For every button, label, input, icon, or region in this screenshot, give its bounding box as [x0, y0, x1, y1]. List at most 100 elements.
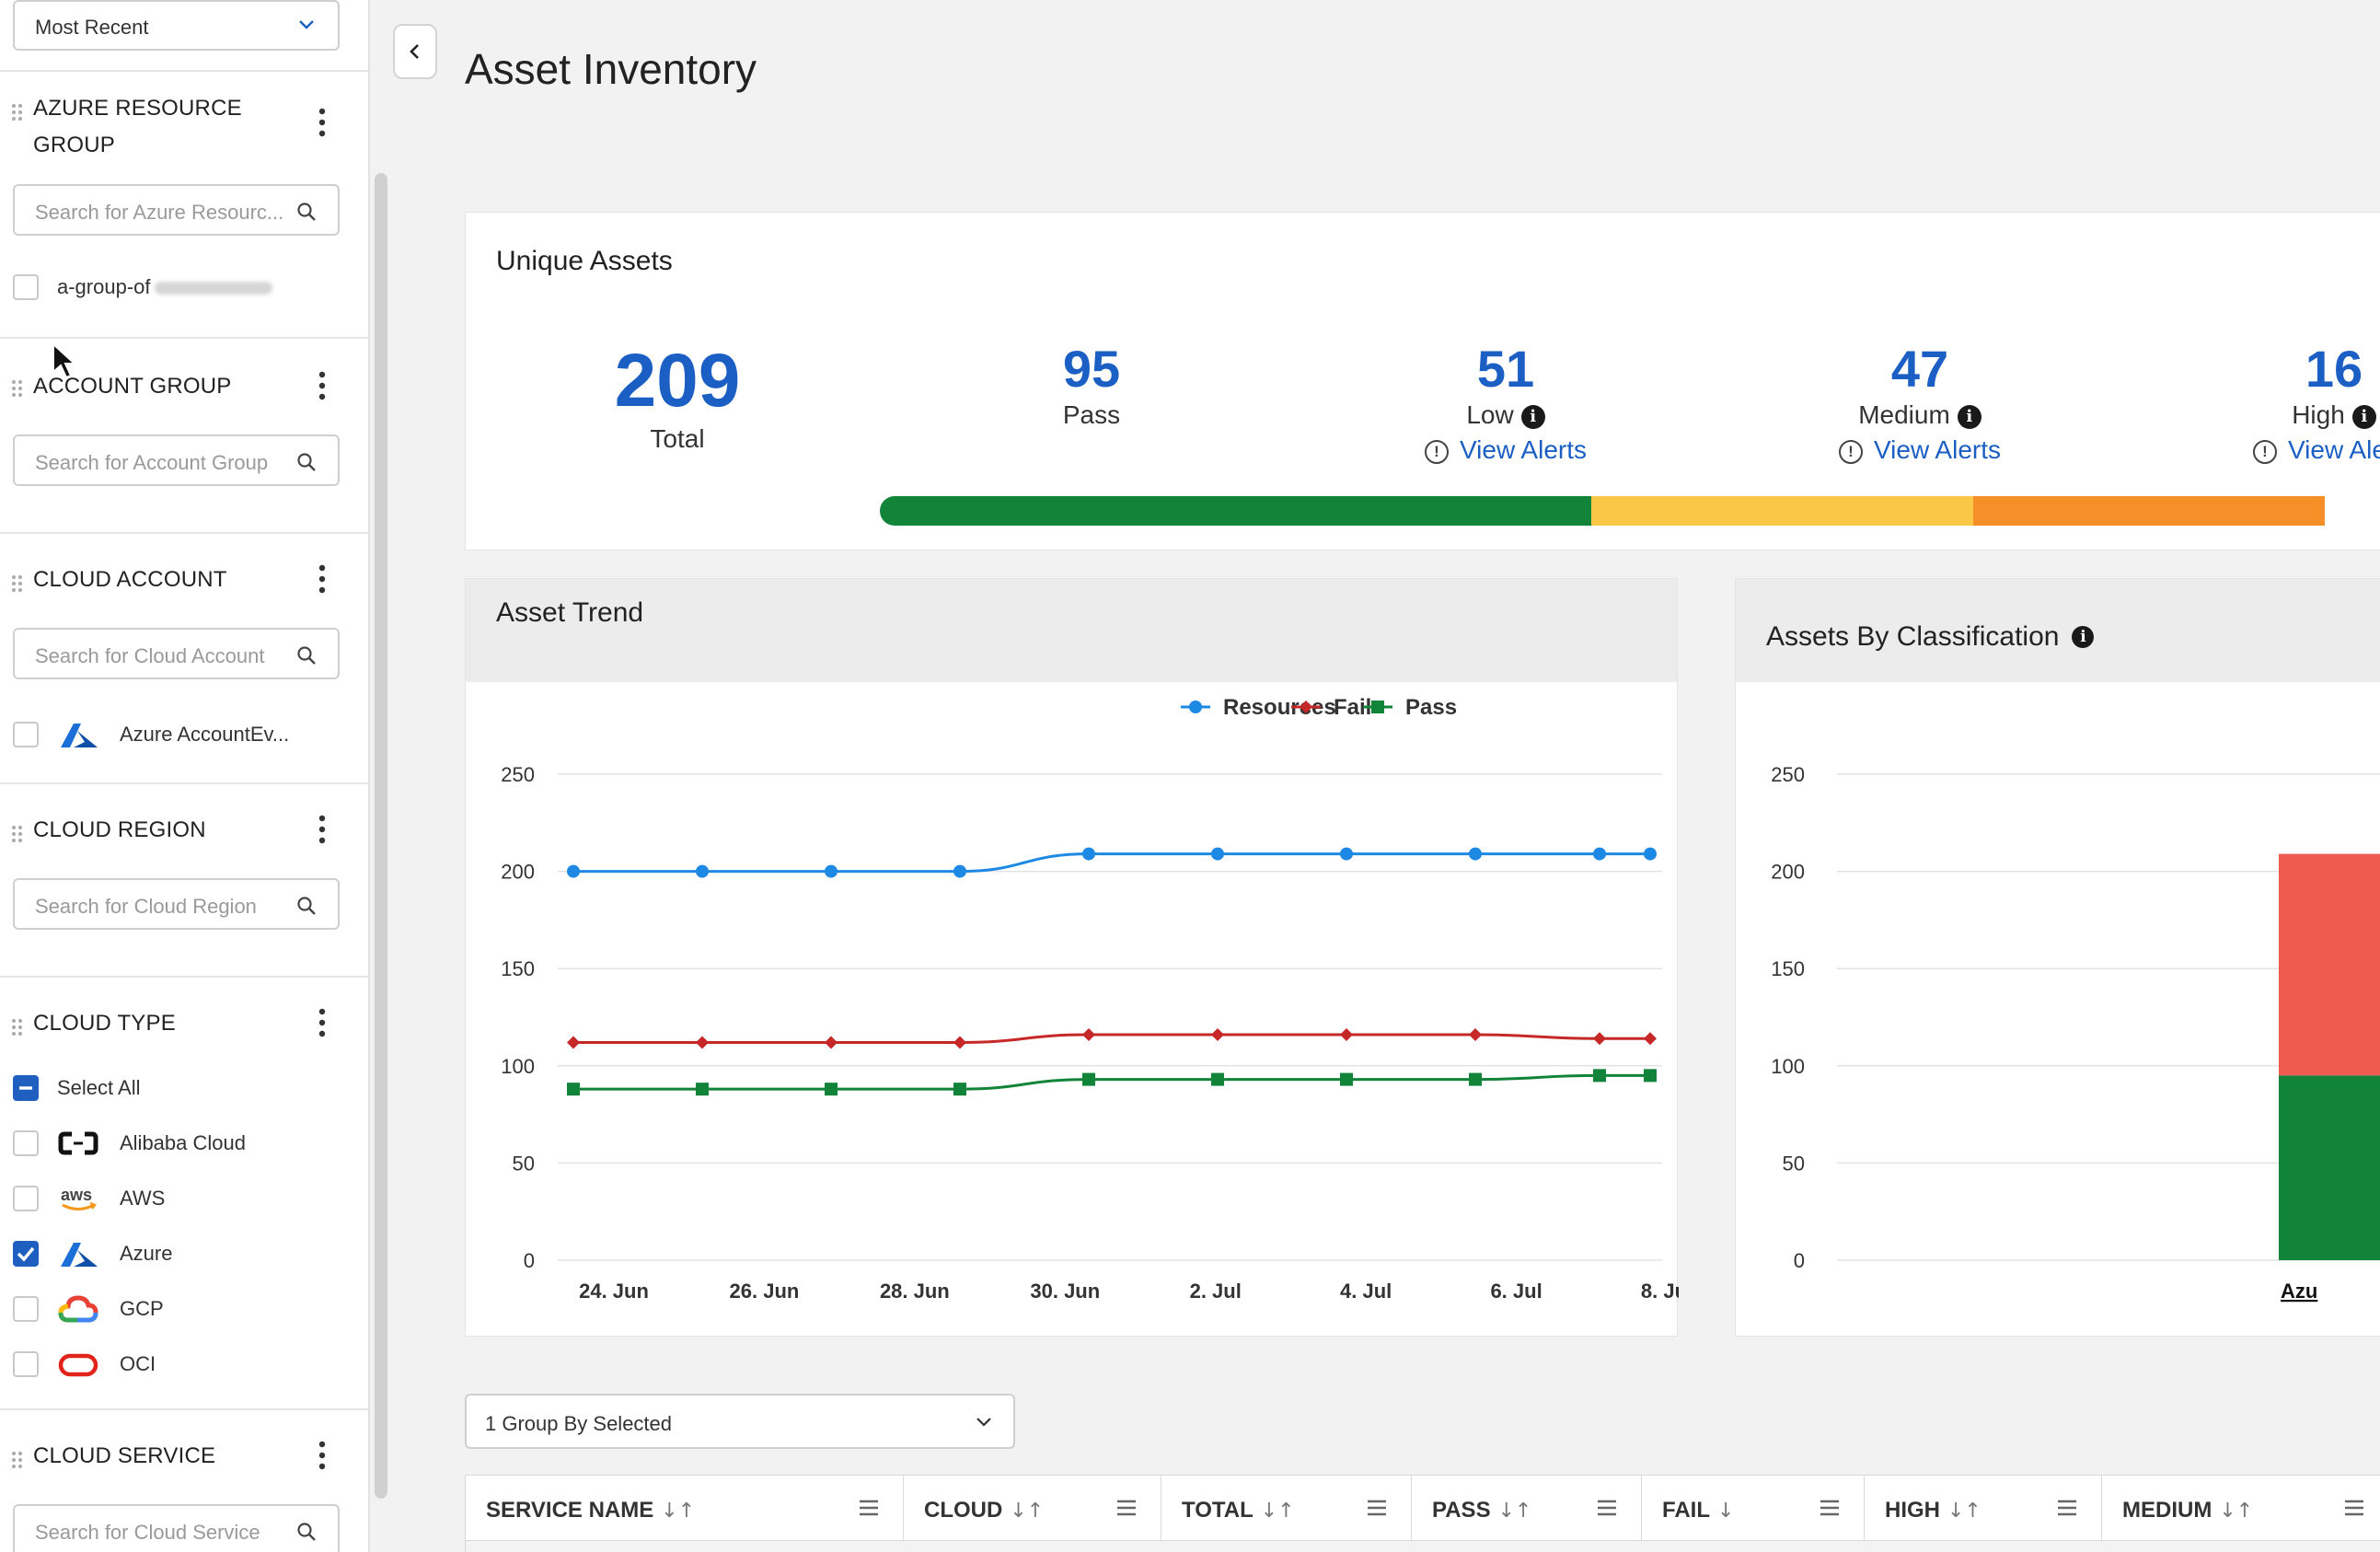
column-menu-icon[interactable]	[859, 1500, 879, 1516]
checkbox[interactable]	[13, 722, 39, 747]
column-header-service-name[interactable]: SERVICE NAME ↓↑	[466, 1476, 904, 1540]
drag-handle-icon[interactable]	[11, 1018, 24, 1037]
kebab-menu-icon[interactable]	[313, 563, 331, 595]
kebab-menu-icon[interactable]	[313, 1440, 331, 1471]
sort-icon[interactable]: ↓↑	[1947, 1500, 1981, 1523]
checkbox[interactable]	[13, 1296, 39, 1322]
sidebar-scrollbar[interactable]	[375, 173, 387, 1499]
high-view-alerts-link[interactable]: !View Alerts	[2196, 435, 2380, 465]
data-point[interactable]	[1211, 1072, 1224, 1086]
data-point[interactable]	[696, 1036, 709, 1049]
info-icon[interactable]: i	[2072, 626, 2095, 648]
drag-handle-icon[interactable]	[11, 574, 24, 593]
sort-icon[interactable]: ↓↑	[2219, 1500, 2254, 1523]
column-header-pass[interactable]: PASS ↓↑	[1412, 1476, 1642, 1540]
checkbox[interactable]	[13, 1186, 39, 1211]
info-icon[interactable]: i	[1520, 405, 1545, 429]
data-point[interactable]	[1593, 1069, 1606, 1083]
data-point[interactable]	[1644, 1032, 1657, 1046]
data-point[interactable]	[1593, 1032, 1606, 1046]
data-point[interactable]	[1340, 1028, 1353, 1042]
info-icon[interactable]: i	[1957, 405, 1981, 429]
account-group-search[interactable]: Search for Account Group	[13, 434, 340, 486]
data-point[interactable]	[953, 864, 966, 878]
data-point[interactable]	[1469, 847, 1482, 861]
column-menu-icon[interactable]	[2344, 1500, 2364, 1516]
column-menu-icon[interactable]	[1116, 1500, 1137, 1516]
column-header-cloud[interactable]: CLOUD ↓↑	[904, 1476, 1161, 1540]
sort-icon[interactable]: ↓↑	[1497, 1500, 1532, 1523]
data-point[interactable]	[953, 1083, 966, 1096]
column-menu-icon[interactable]	[1367, 1500, 1387, 1516]
sort-icon[interactable]: ↓↑	[661, 1500, 696, 1523]
data-point[interactable]	[1644, 847, 1657, 861]
drag-handle-icon[interactable]	[11, 825, 24, 843]
cloud-service-search[interactable]: Search for Cloud Service	[13, 1504, 340, 1552]
checkbox[interactable]	[13, 1130, 39, 1156]
column-header-total[interactable]: TOTAL ↓↑	[1161, 1476, 1412, 1540]
info-icon[interactable]: i	[2351, 405, 2376, 429]
cloud-type-gcp[interactable]: GCP	[13, 1291, 363, 1327]
cloud-type-azure[interactable]: Azure	[13, 1235, 363, 1272]
data-point[interactable]	[825, 1036, 838, 1049]
column-menu-icon[interactable]	[1820, 1500, 1840, 1516]
kebab-menu-icon[interactable]	[313, 814, 331, 845]
cloud-type-select-all[interactable]: Select All	[13, 1070, 363, 1106]
data-point[interactable]	[1469, 1028, 1482, 1042]
sort-dropdown[interactable]: Most Recent	[13, 0, 340, 51]
data-point[interactable]	[567, 1083, 580, 1096]
data-point[interactable]	[1593, 847, 1606, 861]
data-point[interactable]	[1469, 1072, 1482, 1086]
bar-segment-pass[interactable]	[2279, 1075, 2380, 1260]
drag-handle-icon[interactable]	[11, 1451, 24, 1469]
drag-handle-icon[interactable]	[11, 103, 24, 122]
checkbox[interactable]	[13, 274, 39, 300]
azure-resource-group-search[interactable]: Search for Azure Resourc...	[13, 184, 340, 236]
data-point[interactable]	[1082, 847, 1095, 861]
column-menu-icon[interactable]	[2057, 1500, 2077, 1516]
data-point[interactable]	[1340, 847, 1353, 861]
column-header-high[interactable]: HIGH ↓↑	[1865, 1476, 2102, 1540]
checkbox-indeterminate[interactable]	[13, 1075, 39, 1101]
checkbox-checked[interactable]	[13, 1241, 39, 1267]
drag-handle-icon[interactable]	[11, 379, 24, 398]
sort-icon[interactable]: ↓	[1717, 1500, 1735, 1523]
sort-icon[interactable]: ↓↑	[1010, 1500, 1045, 1523]
cloud-region-search[interactable]: Search for Cloud Region	[13, 878, 340, 930]
data-point[interactable]	[567, 1036, 580, 1049]
data-point[interactable]	[1211, 847, 1224, 861]
cloud-type-aws[interactable]: aws AWS	[13, 1180, 363, 1217]
legend-item-fail[interactable]: Fail	[1291, 695, 1371, 720]
data-point[interactable]	[1082, 1072, 1095, 1086]
bar-segment-fail[interactable]	[2279, 853, 2380, 1076]
cloud-type-alibaba[interactable]: Alibaba Cloud	[13, 1125, 363, 1162]
data-point[interactable]	[567, 864, 580, 878]
data-point[interactable]	[825, 1083, 838, 1096]
collapse-sidebar-button[interactable]	[393, 24, 437, 79]
legend-item-pass[interactable]: Pass	[1363, 695, 1457, 720]
cloud-account-search[interactable]: Search for Cloud Account	[13, 628, 340, 679]
data-point[interactable]	[1340, 1072, 1353, 1086]
data-point[interactable]	[696, 1083, 709, 1096]
kebab-menu-icon[interactable]	[313, 370, 331, 401]
cloud-account-option[interactable]: Azure AccountEv...	[13, 716, 363, 753]
checkbox[interactable]	[13, 1351, 39, 1377]
data-point[interactable]	[1082, 1028, 1095, 1042]
data-point[interactable]	[825, 864, 838, 878]
medium-view-alerts-link[interactable]: ! View Alerts	[1782, 435, 2058, 465]
data-point[interactable]	[1211, 1028, 1224, 1042]
column-header-medium[interactable]: MEDIUM ↓↑	[2102, 1476, 2380, 1540]
group-by-dropdown[interactable]: 1 Group By Selected	[465, 1394, 1015, 1449]
sort-icon[interactable]: ↓↑	[1260, 1500, 1295, 1523]
low-view-alerts-link[interactable]: ! View Alerts	[1368, 435, 1644, 465]
column-header-fail[interactable]: FAIL ↓	[1642, 1476, 1865, 1540]
cloud-type-oci[interactable]: OCI	[13, 1346, 363, 1383]
kebab-menu-icon[interactable]	[313, 107, 331, 138]
data-point[interactable]	[1644, 1069, 1657, 1083]
azure-resource-group-option[interactable]: a-group-of	[13, 269, 363, 306]
data-point[interactable]	[696, 864, 709, 878]
data-point[interactable]	[953, 1036, 966, 1049]
column-menu-icon[interactable]	[1597, 1500, 1617, 1516]
kebab-menu-icon[interactable]	[313, 1007, 331, 1038]
x-tick-label[interactable]: Azu	[2281, 1280, 2317, 1303]
